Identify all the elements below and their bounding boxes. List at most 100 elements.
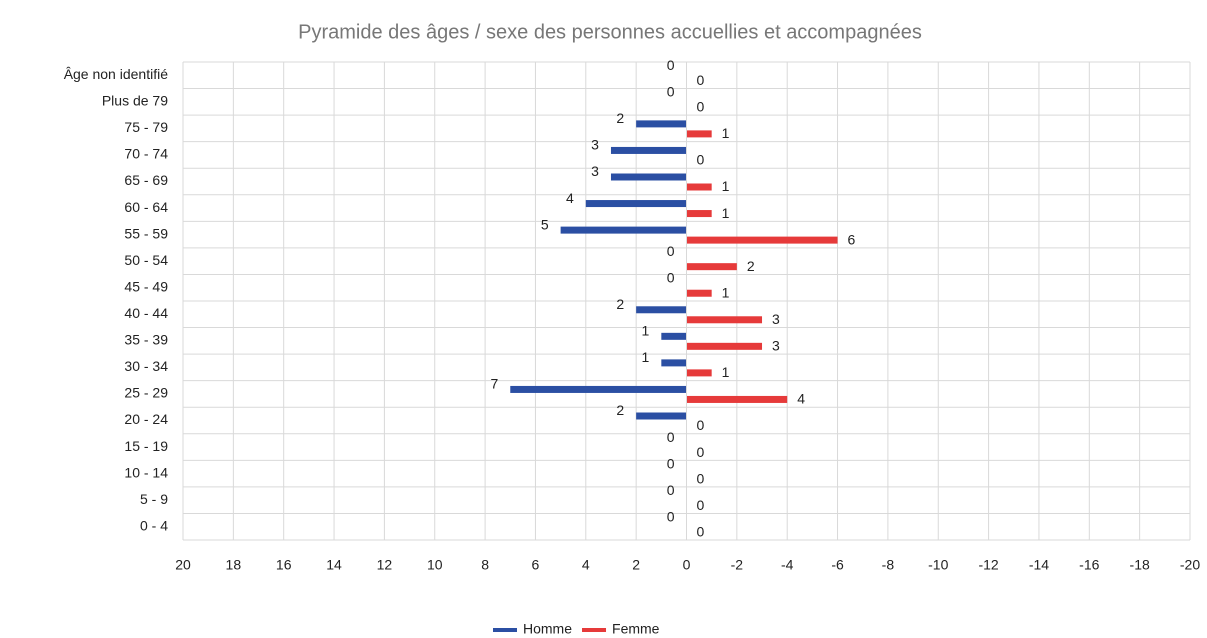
y-tick-label: Plus de 79 bbox=[102, 93, 168, 109]
data-label: 3 bbox=[772, 311, 780, 327]
y-tick-label: 70 - 74 bbox=[124, 146, 168, 162]
bar bbox=[585, 200, 687, 208]
bar bbox=[510, 385, 687, 393]
bar bbox=[560, 226, 687, 234]
y-tick-label: 10 - 14 bbox=[124, 464, 168, 480]
bar bbox=[686, 395, 788, 403]
x-tick-label: -14 bbox=[1029, 557, 1049, 573]
data-label: 4 bbox=[797, 391, 805, 407]
data-label: 0 bbox=[667, 508, 675, 524]
y-tick-label: 45 - 49 bbox=[124, 278, 168, 294]
x-tick-label: -20 bbox=[1180, 557, 1200, 573]
data-label: 3 bbox=[591, 137, 599, 153]
x-tick-label: -16 bbox=[1079, 557, 1099, 573]
data-label: 0 bbox=[697, 152, 705, 168]
data-label: 1 bbox=[722, 205, 730, 221]
data-label: 1 bbox=[722, 125, 730, 141]
x-tick-label: 10 bbox=[427, 557, 443, 573]
legend-label: Femme bbox=[612, 621, 660, 637]
x-tick-label: 6 bbox=[532, 557, 540, 573]
bar bbox=[686, 183, 712, 191]
x-tick-label: -18 bbox=[1130, 557, 1150, 573]
data-label: 1 bbox=[722, 178, 730, 194]
bar bbox=[686, 289, 712, 297]
x-tick-label: -4 bbox=[781, 557, 794, 573]
x-tick-label: 20 bbox=[175, 557, 191, 573]
y-tick-label: Âge non identifié bbox=[64, 66, 169, 82]
data-label: 4 bbox=[566, 190, 574, 206]
data-label: 3 bbox=[772, 338, 780, 354]
bar bbox=[636, 306, 687, 314]
y-tick-label: 50 - 54 bbox=[124, 252, 168, 268]
y-tick-label: 75 - 79 bbox=[124, 119, 168, 135]
data-label: 0 bbox=[697, 470, 705, 486]
x-tick-label: -2 bbox=[731, 557, 744, 573]
legend-swatch bbox=[493, 628, 517, 632]
data-label: 0 bbox=[667, 455, 675, 471]
data-label: 2 bbox=[616, 110, 624, 126]
data-label: 0 bbox=[667, 482, 675, 498]
y-tick-label: 25 - 29 bbox=[124, 385, 168, 401]
data-label: 0 bbox=[697, 99, 705, 115]
bar bbox=[686, 236, 838, 244]
data-label: 0 bbox=[697, 497, 705, 513]
data-label: 0 bbox=[697, 72, 705, 88]
bar bbox=[686, 130, 712, 138]
data-label: 5 bbox=[541, 216, 549, 232]
bar bbox=[661, 332, 687, 340]
y-tick-label: 30 - 34 bbox=[124, 358, 168, 374]
x-tick-label: 4 bbox=[582, 557, 590, 573]
bar bbox=[686, 263, 737, 271]
y-tick-label: 35 - 39 bbox=[124, 332, 168, 348]
data-label: 2 bbox=[616, 402, 624, 418]
data-label: 0 bbox=[697, 523, 705, 539]
bar bbox=[686, 316, 763, 324]
y-tick-label: 15 - 19 bbox=[124, 438, 168, 454]
y-tick-label: 20 - 24 bbox=[124, 411, 168, 427]
legend-label: Homme bbox=[523, 621, 572, 637]
x-tick-label: 12 bbox=[377, 557, 393, 573]
data-label: 0 bbox=[667, 429, 675, 445]
data-label: 1 bbox=[642, 349, 650, 365]
data-label: 2 bbox=[616, 296, 624, 312]
x-tick-label: -12 bbox=[978, 557, 998, 573]
bar bbox=[686, 369, 712, 377]
data-label: 2 bbox=[747, 258, 755, 274]
bar bbox=[661, 359, 687, 367]
x-tick-label: 0 bbox=[683, 557, 691, 573]
x-tick-label: 2 bbox=[632, 557, 640, 573]
x-tick-label: 8 bbox=[481, 557, 489, 573]
legend-swatch bbox=[582, 628, 607, 632]
y-tick-label: 55 - 59 bbox=[124, 225, 168, 241]
data-label: 1 bbox=[722, 364, 730, 380]
data-label: 0 bbox=[697, 417, 705, 433]
bar bbox=[610, 173, 687, 181]
data-label: 0 bbox=[667, 243, 675, 259]
y-tick-label: 40 - 44 bbox=[124, 305, 168, 321]
data-label: 0 bbox=[697, 444, 705, 460]
bar bbox=[636, 120, 687, 128]
x-tick-label: -6 bbox=[831, 557, 844, 573]
data-label: 0 bbox=[667, 57, 675, 73]
data-label: 1 bbox=[722, 284, 730, 300]
chart-title: Pyramide des âges / sexe des personnes a… bbox=[298, 21, 922, 43]
x-tick-label: 18 bbox=[226, 557, 242, 573]
x-tick-label: 16 bbox=[276, 557, 292, 573]
x-tick-label: -10 bbox=[928, 557, 948, 573]
bar bbox=[636, 412, 687, 420]
bar bbox=[610, 146, 687, 154]
data-label: 1 bbox=[642, 323, 650, 339]
y-tick-label: 5 - 9 bbox=[140, 491, 168, 507]
data-label: 0 bbox=[667, 269, 675, 285]
data-label: 6 bbox=[848, 231, 856, 247]
data-label: 0 bbox=[667, 84, 675, 100]
bar bbox=[686, 210, 712, 218]
bar bbox=[686, 342, 763, 350]
y-tick-label: 65 - 69 bbox=[124, 172, 168, 188]
x-tick-label: -8 bbox=[882, 557, 895, 573]
data-label: 3 bbox=[591, 163, 599, 179]
y-tick-label: 0 - 4 bbox=[140, 517, 168, 533]
data-label: 7 bbox=[490, 376, 498, 392]
